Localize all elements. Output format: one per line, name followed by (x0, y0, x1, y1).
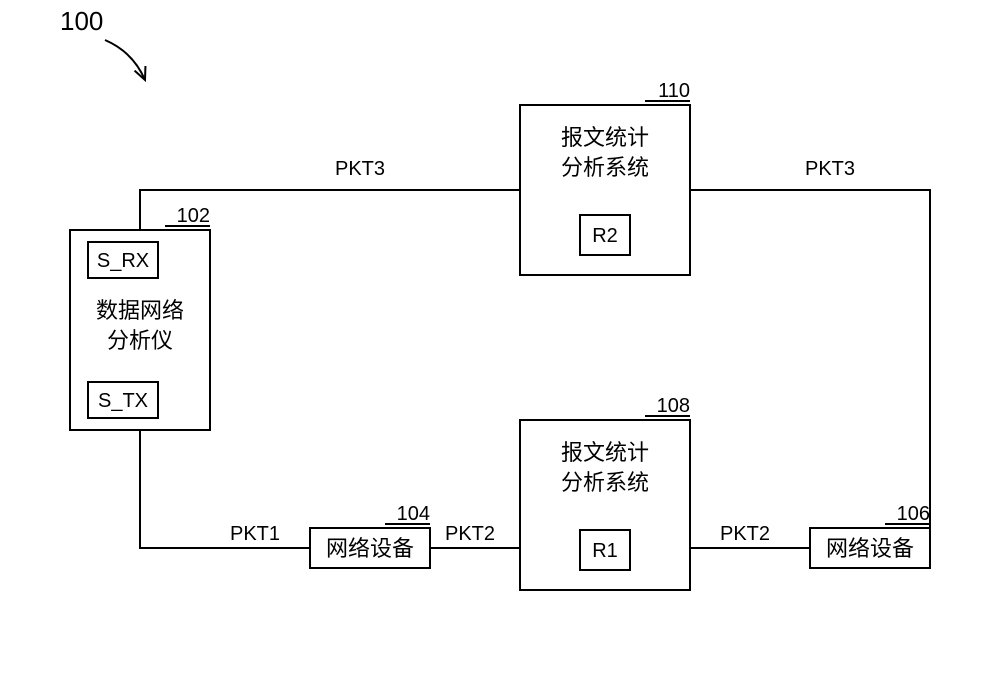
stat2-line2: 分析系统 (561, 155, 649, 180)
edges: PKT1 PKT2 PKT2 PKT3 PKT3 (140, 158, 930, 548)
diagram-ref-number: 100 (60, 6, 103, 36)
network-device-1: 网络设备 104 (310, 503, 430, 568)
analyzer-node: 102 S_RX 数据网络 分析仪 S_TX (70, 205, 210, 430)
stat2-ref: 110 (658, 80, 690, 102)
network-device-2: 网络设备 106 (810, 503, 930, 568)
edge-label: PKT3 (805, 158, 855, 180)
edge (690, 190, 930, 548)
edge-label: PKT2 (445, 523, 495, 545)
analyzer-line1: 数据网络 (96, 298, 184, 323)
diagram-canvas: 100 102 S_RX 数据网络 分析仪 S_TX 网络设备 104 报文统计… (0, 0, 1000, 676)
stat2-inner-label: R2 (592, 225, 618, 247)
device1-ref: 104 (397, 503, 430, 525)
stat1-line1: 报文统计 (561, 440, 649, 465)
analyzer-ref: 102 (177, 205, 210, 227)
stat1-line2: 分析系统 (561, 470, 649, 495)
edge-label: PKT2 (720, 523, 770, 545)
analyzer-line2: 分析仪 (107, 328, 173, 353)
device2-label: 网络设备 (826, 536, 914, 561)
stat2-line1: 报文统计 (561, 125, 649, 150)
stat-system-2: 报文统计 分析系统 R2 110 (520, 80, 690, 275)
stat1-inner-label: R1 (592, 540, 618, 562)
stx-label: S_TX (98, 390, 148, 412)
edge (140, 430, 310, 548)
device2-ref: 106 (897, 503, 930, 525)
stat1-ref: 108 (657, 395, 690, 417)
stat-system-1: 报文统计 分析系统 R1 108 (520, 395, 690, 590)
pointer-arrow (105, 40, 145, 80)
srx-label: S_RX (97, 250, 149, 272)
edge-label: PKT1 (230, 523, 280, 545)
device1-label: 网络设备 (326, 536, 414, 561)
edge-label: PKT3 (335, 158, 385, 180)
